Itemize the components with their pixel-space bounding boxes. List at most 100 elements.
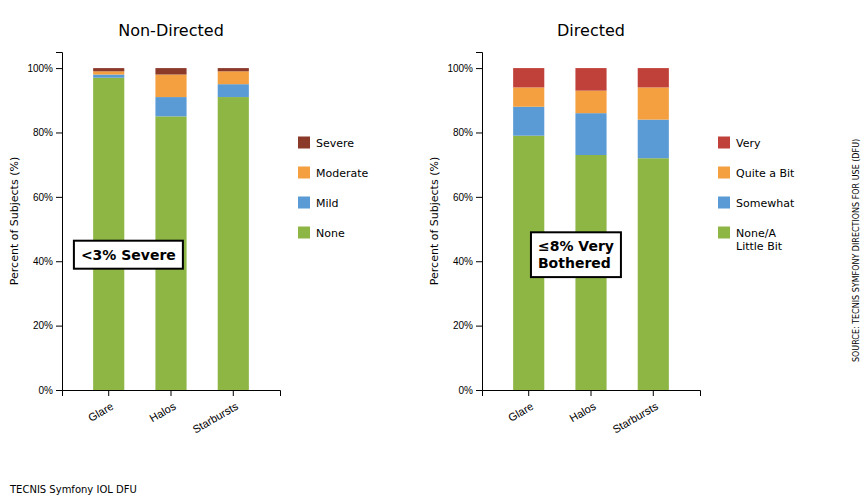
legend: Severe Moderate Mild None [298, 137, 369, 240]
legend-item: Quite a Bit [718, 167, 795, 180]
legend-swatch [718, 137, 730, 149]
bar-segment [638, 158, 669, 390]
bar-segment [513, 68, 544, 87]
text-line: ≤8% Very [538, 238, 614, 254]
bar-segment [638, 68, 669, 87]
legend-label: Mild [316, 197, 339, 210]
y-tick-mark [56, 197, 62, 198]
y-tick-mark [56, 390, 62, 391]
y-axis-line [56, 53, 63, 391]
bar-segment [575, 68, 606, 91]
bar-segment [93, 68, 124, 71]
y-axis: 0%20%40%60%80%100% [447, 53, 482, 396]
legend-label: Quite a Bit [736, 167, 795, 180]
legend-label: Somewhat [736, 197, 795, 210]
bar-segment [513, 87, 544, 106]
x-tick: Halos [147, 390, 178, 424]
y-tick-label: 20% [33, 320, 53, 331]
source: TECNIS Symfony IOL DFU [9, 484, 137, 495]
series [93, 71, 249, 97]
bar-segment [93, 71, 124, 74]
y-tick: 100% [27, 63, 62, 74]
x-tick-label: Halos [147, 400, 178, 425]
y-tick: 0% [459, 385, 482, 396]
y-tick-mark [476, 326, 482, 327]
y-tick-label: 0% [39, 385, 54, 396]
x-tick-mark [233, 390, 234, 396]
x-tick: Halos [567, 390, 598, 424]
legend-swatch [718, 197, 730, 209]
y-tick-label: 0% [459, 385, 474, 396]
y-axis: 0% 20% 40% 60% 80% 100% [27, 53, 62, 396]
y-tick-label: 20% [453, 320, 473, 331]
legend-swatch [718, 167, 730, 179]
annotation-text: ≤8% VeryBothered [538, 238, 614, 271]
bar-segment [513, 107, 544, 136]
panel: 0% 20% 40% 60% 80% 100% Glare Halos Starbursts No… [8, 21, 369, 435]
y-tick-label: 60% [453, 192, 473, 203]
text-line: None [316, 227, 345, 240]
legend-swatch [298, 227, 310, 239]
bar-segment [638, 120, 669, 159]
y-tick: 0% [39, 385, 62, 396]
text-line: Very [736, 137, 761, 150]
legend-swatch [298, 137, 310, 149]
legend-swatch [298, 197, 310, 209]
x-tick: Starbursts [191, 390, 241, 435]
y-tick-mark [476, 261, 482, 262]
bar-segment [218, 71, 249, 84]
y-tick-mark [476, 132, 482, 133]
legend-item: Mild [298, 197, 339, 210]
annotation-box [531, 232, 621, 277]
side-note: SOURCE: TECNIS SYMFONY DIRECTIONS FOR US… [852, 139, 861, 362]
y-tick-mark [476, 390, 482, 391]
bar-segment [575, 113, 606, 155]
y-tick-label: 40% [33, 256, 53, 267]
bars [93, 68, 249, 390]
bar-segment [93, 78, 124, 390]
x-tick: Glare [86, 390, 115, 424]
bar-segment [638, 87, 669, 119]
legend-item: Very [718, 137, 761, 150]
y-tick: 100% [447, 63, 482, 74]
legend-label: None [316, 227, 345, 240]
legend-label: Moderate [316, 167, 369, 180]
y-tick-label: 80% [453, 127, 473, 138]
annotation: ≤8% VeryBothered [531, 232, 621, 277]
bar-segment [155, 75, 186, 98]
bars [513, 68, 669, 390]
x-tick-mark [591, 390, 592, 396]
y-tick-label: 60% [33, 192, 53, 203]
panel: 0%20%40%60%80%100%GlareHalosStarburstsDi… [428, 21, 795, 435]
y-tick-label: 100% [27, 63, 53, 74]
y-tick: 80% [453, 127, 482, 138]
x-tick-label: Glare [86, 400, 115, 424]
series [513, 136, 669, 390]
y-tick-mark [476, 68, 482, 69]
text-line: Bothered [538, 255, 611, 271]
x-tick-label: Starbursts [191, 400, 241, 436]
bar-segment [218, 84, 249, 97]
series [93, 78, 249, 390]
legend-label: Severe [316, 137, 354, 150]
legend-item: None [298, 227, 345, 240]
y-tick: 20% [33, 320, 62, 331]
x-axis-line [63, 391, 281, 397]
x-tick-label: Halos [567, 400, 598, 425]
legend-item: Moderate [298, 167, 369, 180]
legend-label: None/ALittle Bit [736, 227, 783, 253]
series [93, 68, 249, 74]
x-tick: Glare [506, 390, 535, 424]
legend-item: Severe [298, 137, 354, 150]
y-tick-label: 100% [447, 63, 473, 74]
legend-label: Very [736, 137, 761, 150]
y-tick: 80% [33, 127, 62, 138]
x-tick-label: Glare [506, 400, 535, 424]
y-tick-mark [56, 132, 62, 133]
y-tick-mark [56, 68, 62, 69]
bar-segment [93, 75, 124, 78]
legend-item: Somewhat [718, 197, 795, 210]
y-tick: 60% [33, 192, 62, 203]
y-tick: 20% [453, 320, 482, 331]
text-line: Quite a Bit [736, 167, 795, 180]
